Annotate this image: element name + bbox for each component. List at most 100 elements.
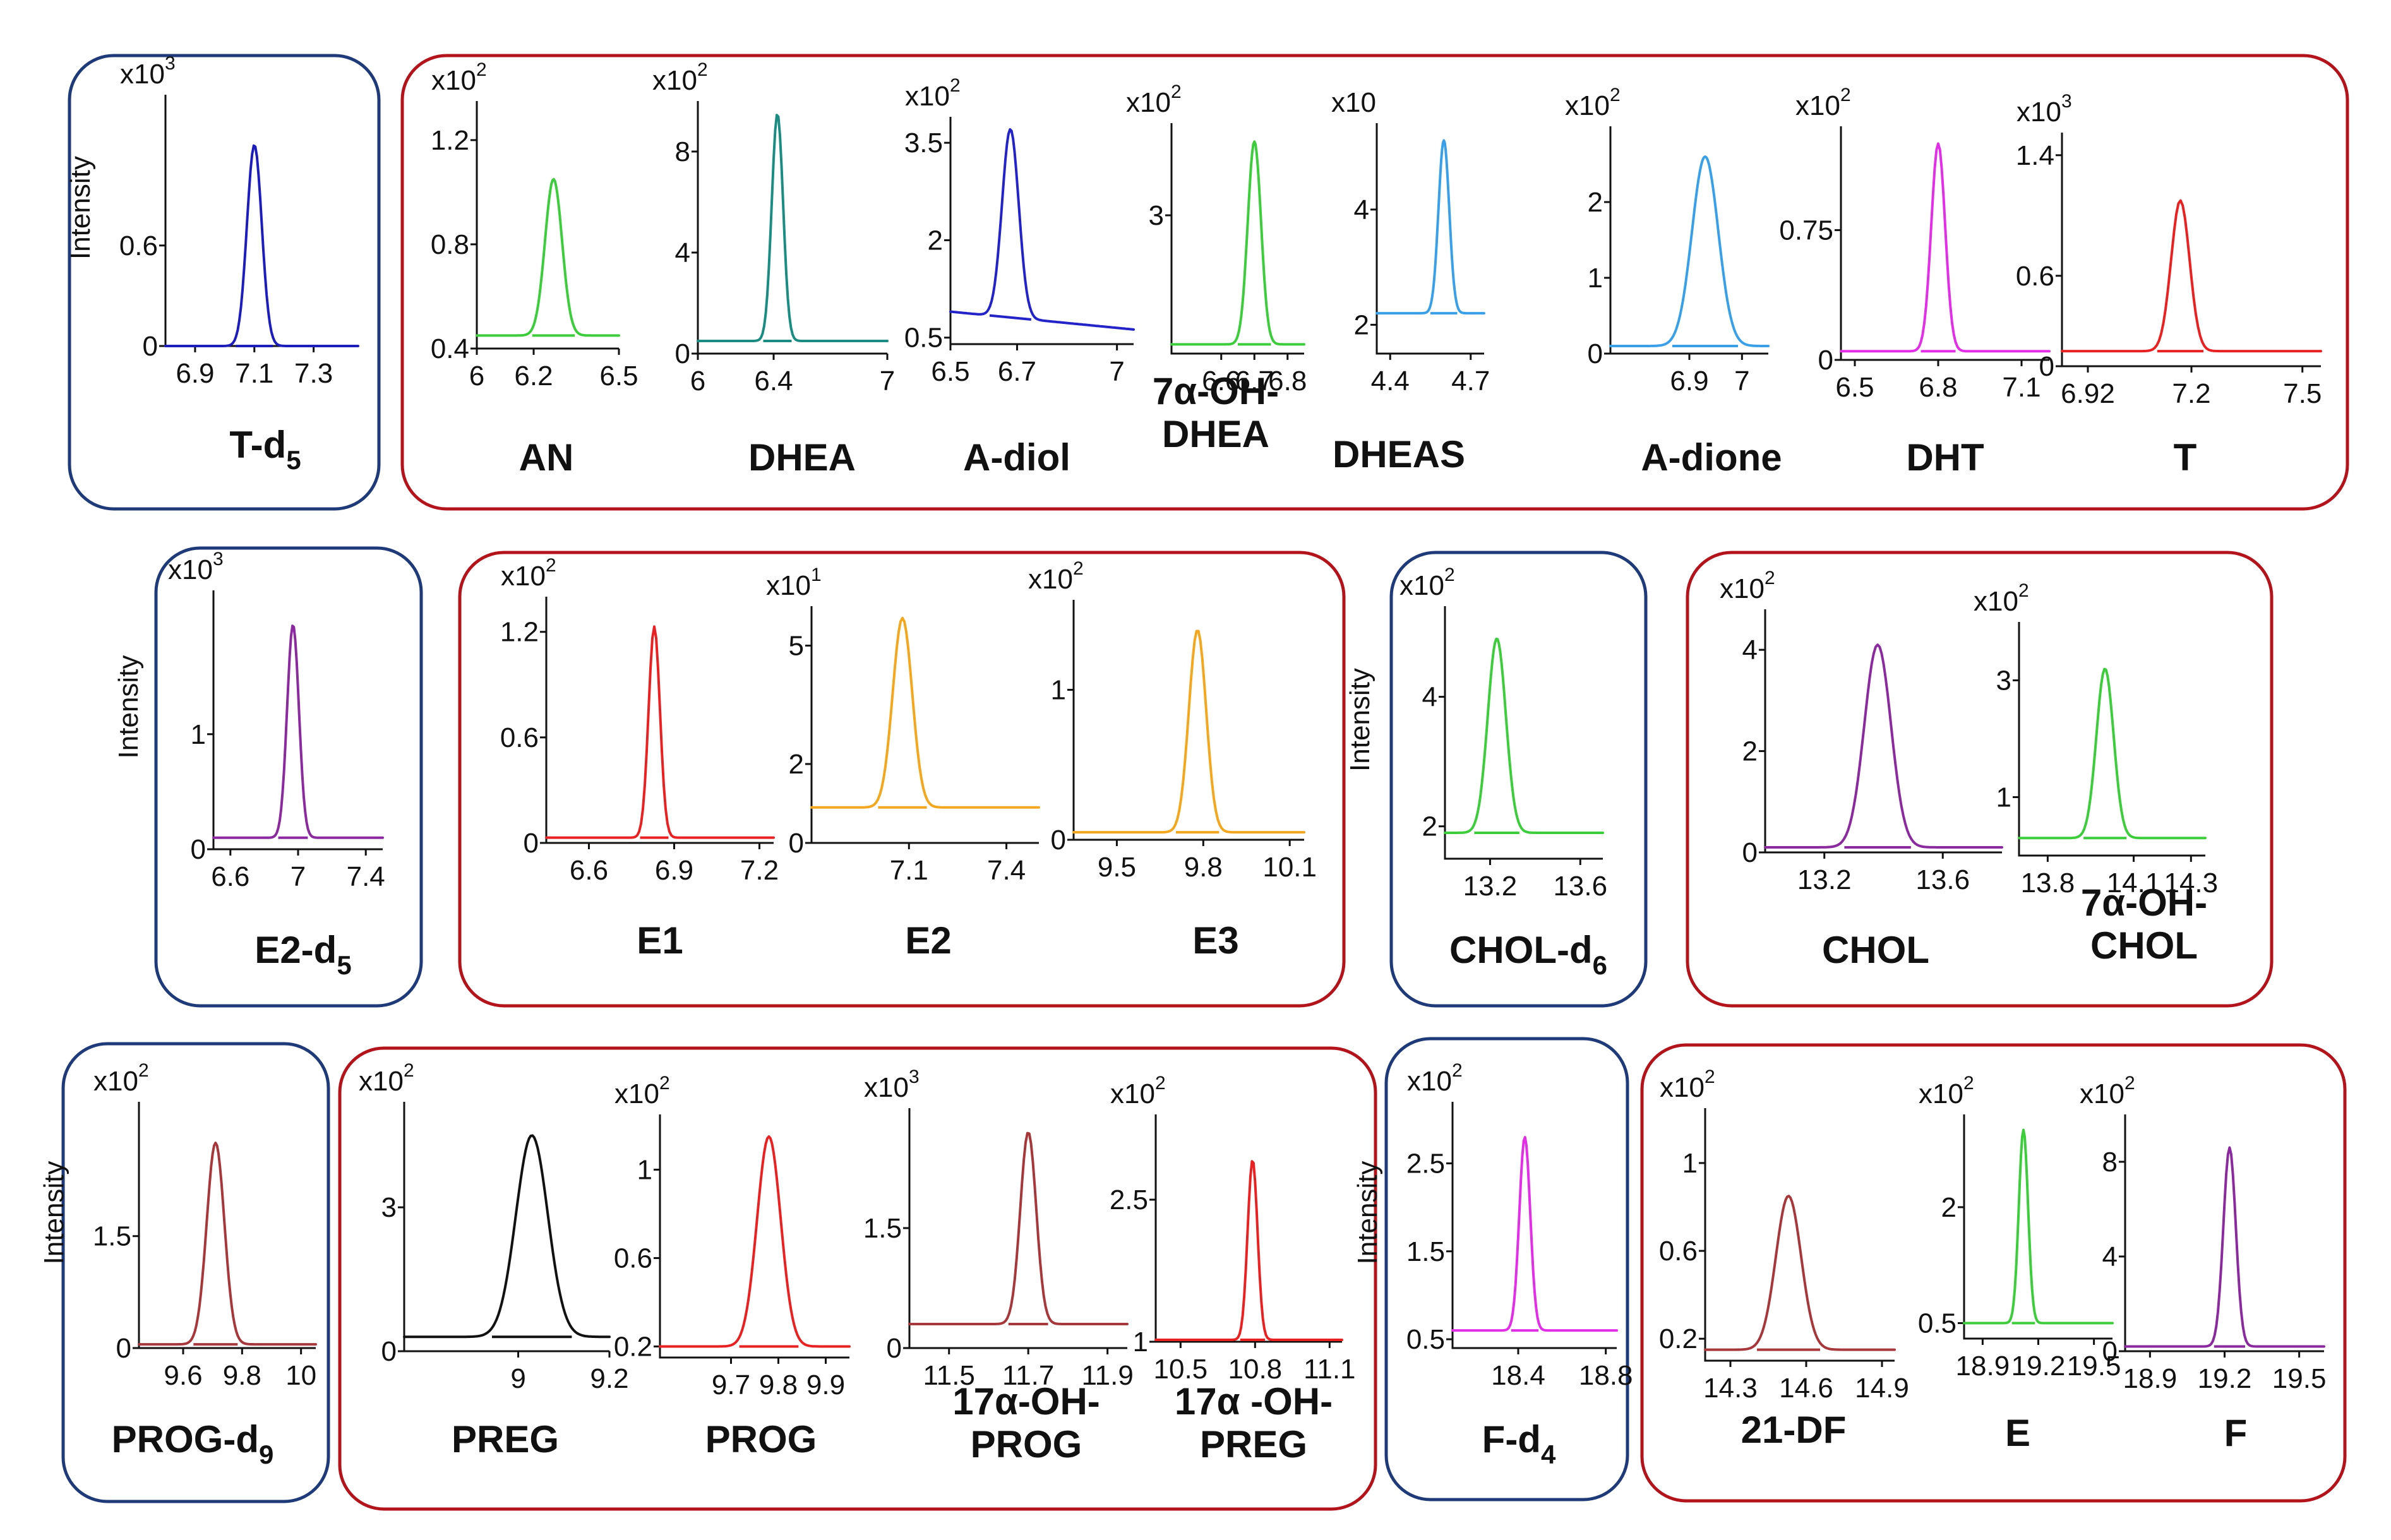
- x-tick-label: 7.4: [987, 855, 1026, 886]
- x-tick-label: 19.2: [2198, 1363, 2252, 1394]
- y-tick-label: 0: [143, 331, 158, 362]
- intensity-multiplier: x102: [1974, 580, 2029, 617]
- intensity-multiplier: x102: [2080, 1073, 2135, 1109]
- x-tick-label: 10: [285, 1360, 316, 1391]
- y-axis-title: Intensity: [1352, 1161, 1383, 1265]
- axis-lines: [1451, 1102, 1617, 1349]
- signal-trace: [659, 1135, 851, 1348]
- x-tick-label: 9.9: [806, 1370, 845, 1400]
- axis-lines: [2061, 133, 2321, 367]
- y-tick-label: 0: [1588, 338, 1603, 369]
- y-tick-label: 3: [1149, 200, 1164, 231]
- compound-name: PROG: [971, 1423, 1082, 1465]
- integration-baseline: [989, 314, 1032, 321]
- x-tick-label: 7.5: [2283, 378, 2322, 409]
- x-tick-label: 9.7: [712, 1370, 750, 1400]
- y-tick-label: 0: [789, 828, 804, 859]
- x-tick-label: 14.1: [2107, 868, 2161, 898]
- chromatogram-e3: 0 1 9.5 9.8 10.1 x102 E3: [1028, 558, 1317, 962]
- x-tick-label: 6.6: [570, 855, 608, 886]
- x-tick-label: 6.9: [1670, 366, 1708, 397]
- y-tick-label: 0.6: [500, 722, 539, 753]
- x-tick-label: 13.6: [1915, 864, 1970, 895]
- y-tick-label: 0.75: [1779, 215, 1833, 246]
- analyte-box-8: [338, 1046, 1377, 1511]
- x-tick-label: 14.9: [1855, 1373, 1909, 1404]
- x-tick-label: 7.2: [2172, 378, 2210, 409]
- signal-trace: [2124, 1146, 2325, 1348]
- signal-trace: [1154, 1160, 1343, 1341]
- y-tick-label: 2: [1354, 309, 1369, 340]
- y-tick-label: 0.5: [1918, 1308, 1957, 1339]
- signal-trace: [949, 128, 1135, 331]
- y-tick-label: 0.5: [1406, 1324, 1445, 1355]
- compound-name: F: [2224, 1412, 2248, 1454]
- x-tick-label: 13.6: [1553, 871, 1607, 902]
- axis-lines: [1764, 609, 2002, 854]
- y-tick-label: 2: [1588, 187, 1603, 218]
- compound-name: E2: [905, 919, 951, 962]
- signal-trace: [545, 625, 775, 839]
- y-tick-label: 0.4: [431, 333, 469, 364]
- x-tick-label: 9.8: [759, 1370, 798, 1400]
- x-tick-label: 11.5: [923, 1360, 975, 1391]
- x-tick-label: 9.5: [1098, 852, 1136, 883]
- y-tick-label: 1.5: [1406, 1236, 1445, 1267]
- chromatogram-e: 0.5 2 18.9 19.2 19.5 x102 E: [1918, 1073, 2121, 1454]
- chromatogram-7alpha-oh-dhea: 3 6.66.76.8 x102 7α-OH-DHEA: [1126, 81, 1307, 455]
- intensity-multiplier: x10: [1331, 87, 1376, 118]
- y-tick-label: 0: [1051, 825, 1066, 856]
- y-tick-label: 0: [675, 338, 690, 369]
- signal-trace: [1963, 1128, 2114, 1325]
- chromatogram-t-d5: 0 0.6 6.9 7.1 7.3 x103 Intensity T-d5: [65, 53, 359, 475]
- x-tick-label: 18.9: [2123, 1363, 2178, 1394]
- y-tick-label: 1: [1588, 263, 1603, 294]
- axis-lines: [1704, 1108, 1895, 1362]
- compound-name: CHOL: [1822, 929, 1929, 971]
- compound-name: PREG: [452, 1418, 559, 1460]
- y-tick-label: 1.4: [2016, 140, 2054, 171]
- x-tick-label: 7.1: [890, 855, 928, 886]
- signal-trace: [2018, 667, 2207, 840]
- x-tick-label: 10.8: [1228, 1354, 1283, 1385]
- x-tick-label: 13.2: [1463, 871, 1518, 902]
- x-tick-label: 7.2: [740, 855, 779, 886]
- compound-name: 17α -OH-: [1175, 1380, 1333, 1423]
- internal-standard-box-9: [1384, 1037, 1629, 1501]
- intensity-multiplier: x103: [168, 549, 224, 585]
- intensity-multiplier: x102: [501, 555, 556, 592]
- intensity-multiplier: x101: [766, 564, 822, 601]
- x-tick-label: 14.6: [1779, 1373, 1833, 1404]
- axis-lines: [138, 1102, 316, 1349]
- x-tick-label: 7: [880, 366, 895, 397]
- axis-lines: [2124, 1114, 2324, 1352]
- y-tick-label: 3: [381, 1192, 397, 1223]
- intensity-multiplier: x103: [120, 53, 176, 90]
- y-tick-label: 1.2: [500, 617, 539, 648]
- signal-trace: [1451, 1136, 1618, 1332]
- chromatogram-t: 0 0.6 1.4 6.92 7.2 7.5 x103 T: [2016, 91, 2322, 479]
- y-tick-label: 2: [1742, 736, 1758, 767]
- x-tick-label: 7: [291, 861, 306, 892]
- signal-trace: [1375, 139, 1485, 315]
- intensity-multiplier: x103: [2016, 91, 2072, 128]
- y-tick-label: 0: [191, 834, 206, 865]
- y-tick-label: 0.6: [119, 230, 158, 261]
- chromatogram-dht: 0 0.75 6.5 6.8 7.1 x102 DHT: [1779, 85, 2051, 479]
- y-axis-title: Intensity: [113, 655, 144, 759]
- y-tick-label: 1: [1996, 782, 2011, 813]
- x-tick-label: 11.7: [1002, 1360, 1054, 1391]
- x-tick-label: 6.7: [998, 356, 1036, 387]
- x-tick-label: 7: [1109, 356, 1124, 387]
- axis-lines: [1375, 123, 1484, 355]
- compound-name: E1: [637, 919, 683, 962]
- x-tick-label: 18.9: [1956, 1351, 2010, 1382]
- chromatogram-preg: 0 3 9 9.2 x102 PREG: [359, 1060, 629, 1460]
- y-tick-label: 2: [1422, 811, 1437, 842]
- y-axis-title: Intensity: [1345, 668, 1375, 772]
- compound-name: 21-DF: [1741, 1409, 1847, 1451]
- intensity-multiplier: x102: [93, 1060, 149, 1097]
- x-tick-label: 6.8: [1268, 366, 1307, 397]
- y-tick-label: 1: [1682, 1148, 1698, 1179]
- signal-trace: [1704, 1195, 1896, 1351]
